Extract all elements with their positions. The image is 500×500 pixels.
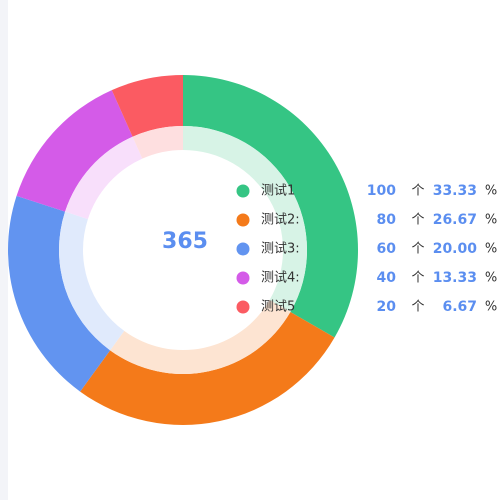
legend-item-4[interactable]: 测试4: 40 个 13.33% xyxy=(236,270,498,286)
legend-value: 60 xyxy=(377,241,397,257)
legend-percent-unit: % xyxy=(485,271,497,286)
inner-slice-5 xyxy=(132,126,183,159)
legend-label: 测试1 xyxy=(261,184,295,199)
legend-value: 20 xyxy=(377,299,397,315)
legend-marker xyxy=(236,213,250,227)
legend-percent-unit: % xyxy=(485,213,497,228)
legend-item-3[interactable]: 测试3: 60 个 20.00% xyxy=(236,241,498,257)
legend-count-unit: 个 xyxy=(411,271,424,286)
outer-slice-5[interactable] xyxy=(111,75,183,137)
legend-percent-unit: % xyxy=(485,242,497,257)
legend-count-unit: 个 xyxy=(411,213,424,228)
inner-slice-2 xyxy=(110,300,291,374)
inner-slice-1 xyxy=(183,126,307,312)
legend-label: 测试5 xyxy=(261,300,295,315)
legend-count-unit: 个 xyxy=(411,300,424,315)
legend: 测试1 100 个 33.33 %测试2: 80 个 26.67 %测试3: 60 个 20.00 %测… xyxy=(236,183,498,315)
legend-marker xyxy=(236,300,250,314)
legend-count-unit: 个 xyxy=(411,242,424,257)
center-total-label: 365 xyxy=(162,229,208,254)
outer-slice-2[interactable] xyxy=(80,312,335,425)
inner-slice-4 xyxy=(65,136,143,220)
legend-percent: 13.33 xyxy=(433,270,477,286)
legend-percent: 6.67 xyxy=(442,299,477,315)
legend-percent-unit: % xyxy=(485,300,497,315)
outer-slice-1[interactable] xyxy=(183,75,358,338)
outer-slice-3[interactable] xyxy=(8,195,111,392)
legend-marker xyxy=(236,184,250,198)
legend-label: 测试2: xyxy=(261,213,300,228)
left-edge-strip xyxy=(0,0,8,500)
legend-label: 测试3: xyxy=(261,242,300,257)
legend-count-unit: 个 xyxy=(411,184,424,199)
legend-marker xyxy=(236,242,250,256)
legend-value: 100 xyxy=(367,183,396,199)
outer-slice-4[interactable] xyxy=(16,90,133,212)
legend-item-5[interactable]: 测试5 20 个 6.67% xyxy=(236,299,498,315)
legend-value: 40 xyxy=(377,270,397,286)
inner-ring xyxy=(59,126,307,374)
legend-percent-unit: % xyxy=(485,184,497,199)
legend-marker xyxy=(236,271,250,285)
legend-item-2[interactable]: 测试2: 80 个 26.67% xyxy=(236,212,498,228)
inner-slice-3 xyxy=(59,211,125,351)
outer-ring xyxy=(8,75,358,425)
legend-percent: 26.67 xyxy=(433,212,477,228)
legend-percent: 33.33 xyxy=(433,183,477,199)
legend-item-1[interactable]: 测试1 100 个 33.33% xyxy=(236,183,498,199)
legend-value: 80 xyxy=(377,212,397,228)
legend-percent: 20.00 xyxy=(433,241,478,257)
legend-label: 测试4: xyxy=(261,271,300,286)
